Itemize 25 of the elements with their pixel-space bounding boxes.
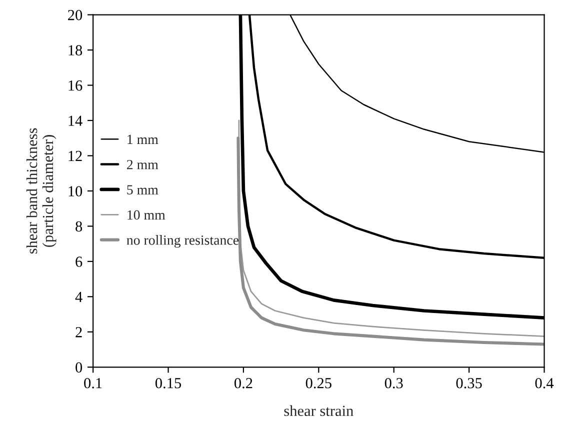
y-tick-label: 20	[68, 10, 82, 20]
y-tick-label: 6	[76, 256, 82, 267]
legend-label: 10 mm	[128, 210, 166, 220]
y-tick-label: 12	[68, 150, 82, 162]
x-tick-label: 0.25	[306, 378, 332, 388]
y-axis-title: shear band thickness (particle diameter)	[26, 128, 56, 254]
legend-label: 1 mm	[128, 134, 158, 144]
y-tick-label: 10	[68, 186, 82, 196]
x-tick-label: 0.15	[155, 378, 182, 388]
x-tick-label: 0.1	[84, 378, 102, 388]
x-tick-label: 0.2	[234, 378, 252, 388]
y-tick-label: 8	[76, 221, 82, 232]
y-tick-label: 14	[68, 116, 82, 126]
x-tick-label: 0.3	[384, 378, 403, 388]
legend-label: 5 mm	[127, 185, 158, 194]
legend-label: 2 mm	[127, 160, 158, 170]
y-tick-label: 18	[68, 45, 82, 56]
x-tick-label: 0.4	[535, 378, 554, 388]
y-tick-label: 16	[68, 80, 82, 91]
x-tick-label: 0.35	[456, 378, 482, 388]
x-axis-title: shear strain	[284, 405, 354, 416]
legend-label: no rolling resistance	[126, 235, 239, 248]
y-tick-label: 0	[76, 362, 82, 373]
y-tick-label: 4	[75, 292, 82, 302]
y-tick-label: 2	[76, 327, 82, 338]
